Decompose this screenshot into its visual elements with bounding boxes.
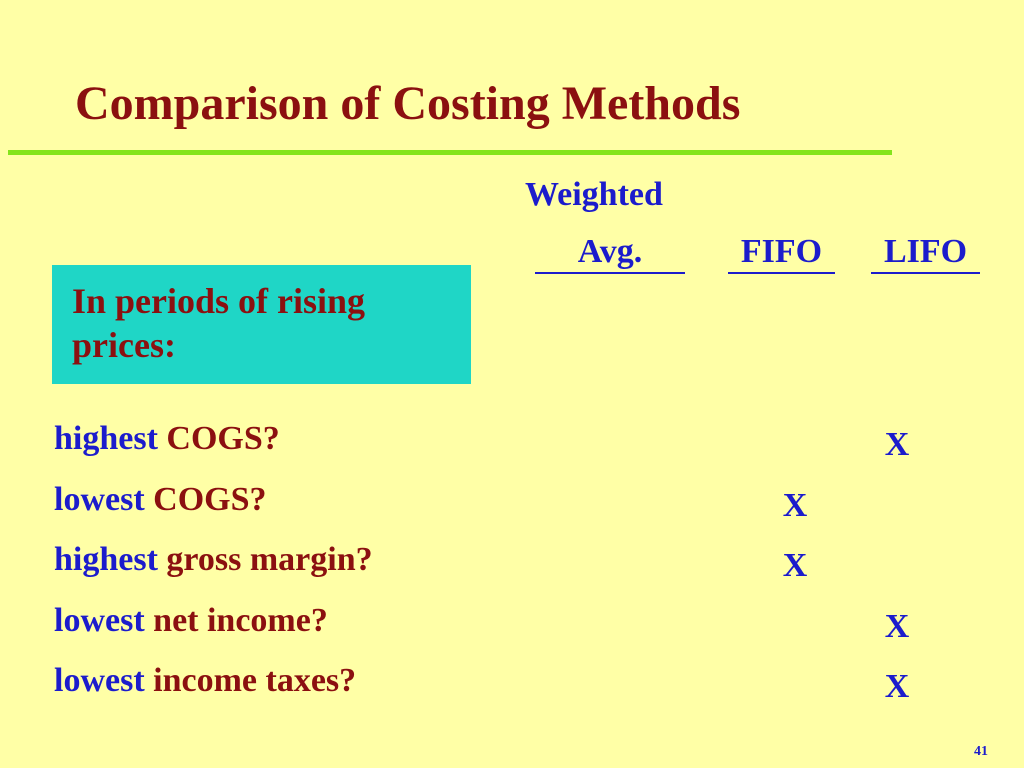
- qualifier: lowest: [54, 480, 145, 518]
- row: lowest net income?: [54, 602, 328, 640]
- mark: X: [884, 668, 910, 705]
- item: income taxes?: [153, 662, 357, 699]
- item: COGS?: [153, 480, 267, 518]
- item: gross margin?: [166, 541, 373, 578]
- column-header: Avg.: [535, 232, 685, 274]
- title: Comparison of Costing Methods: [75, 77, 741, 130]
- mark: X: [782, 547, 808, 584]
- row: highest gross margin?: [54, 541, 373, 579]
- column-header: FIFO: [728, 232, 835, 274]
- mark: X: [782, 486, 808, 524]
- page-number: 41: [974, 744, 988, 759]
- column-header: LIFO: [871, 232, 980, 274]
- row: highest COGS?: [54, 420, 280, 458]
- item: net income?: [153, 601, 328, 639]
- qualifier: lowest: [54, 662, 145, 699]
- item: COGS?: [166, 420, 280, 457]
- row: lowest COGS?: [54, 481, 267, 519]
- qualifier: lowest: [54, 601, 145, 639]
- mark: X: [884, 607, 910, 645]
- title-rule: [8, 150, 892, 155]
- column-header: Weighted: [525, 176, 663, 213]
- qualifier: highest: [54, 420, 158, 457]
- row: lowest income taxes?: [54, 662, 356, 700]
- qualifier: highest: [54, 541, 158, 578]
- callout: In periods of rising prices:: [52, 265, 471, 384]
- mark: X: [884, 426, 910, 463]
